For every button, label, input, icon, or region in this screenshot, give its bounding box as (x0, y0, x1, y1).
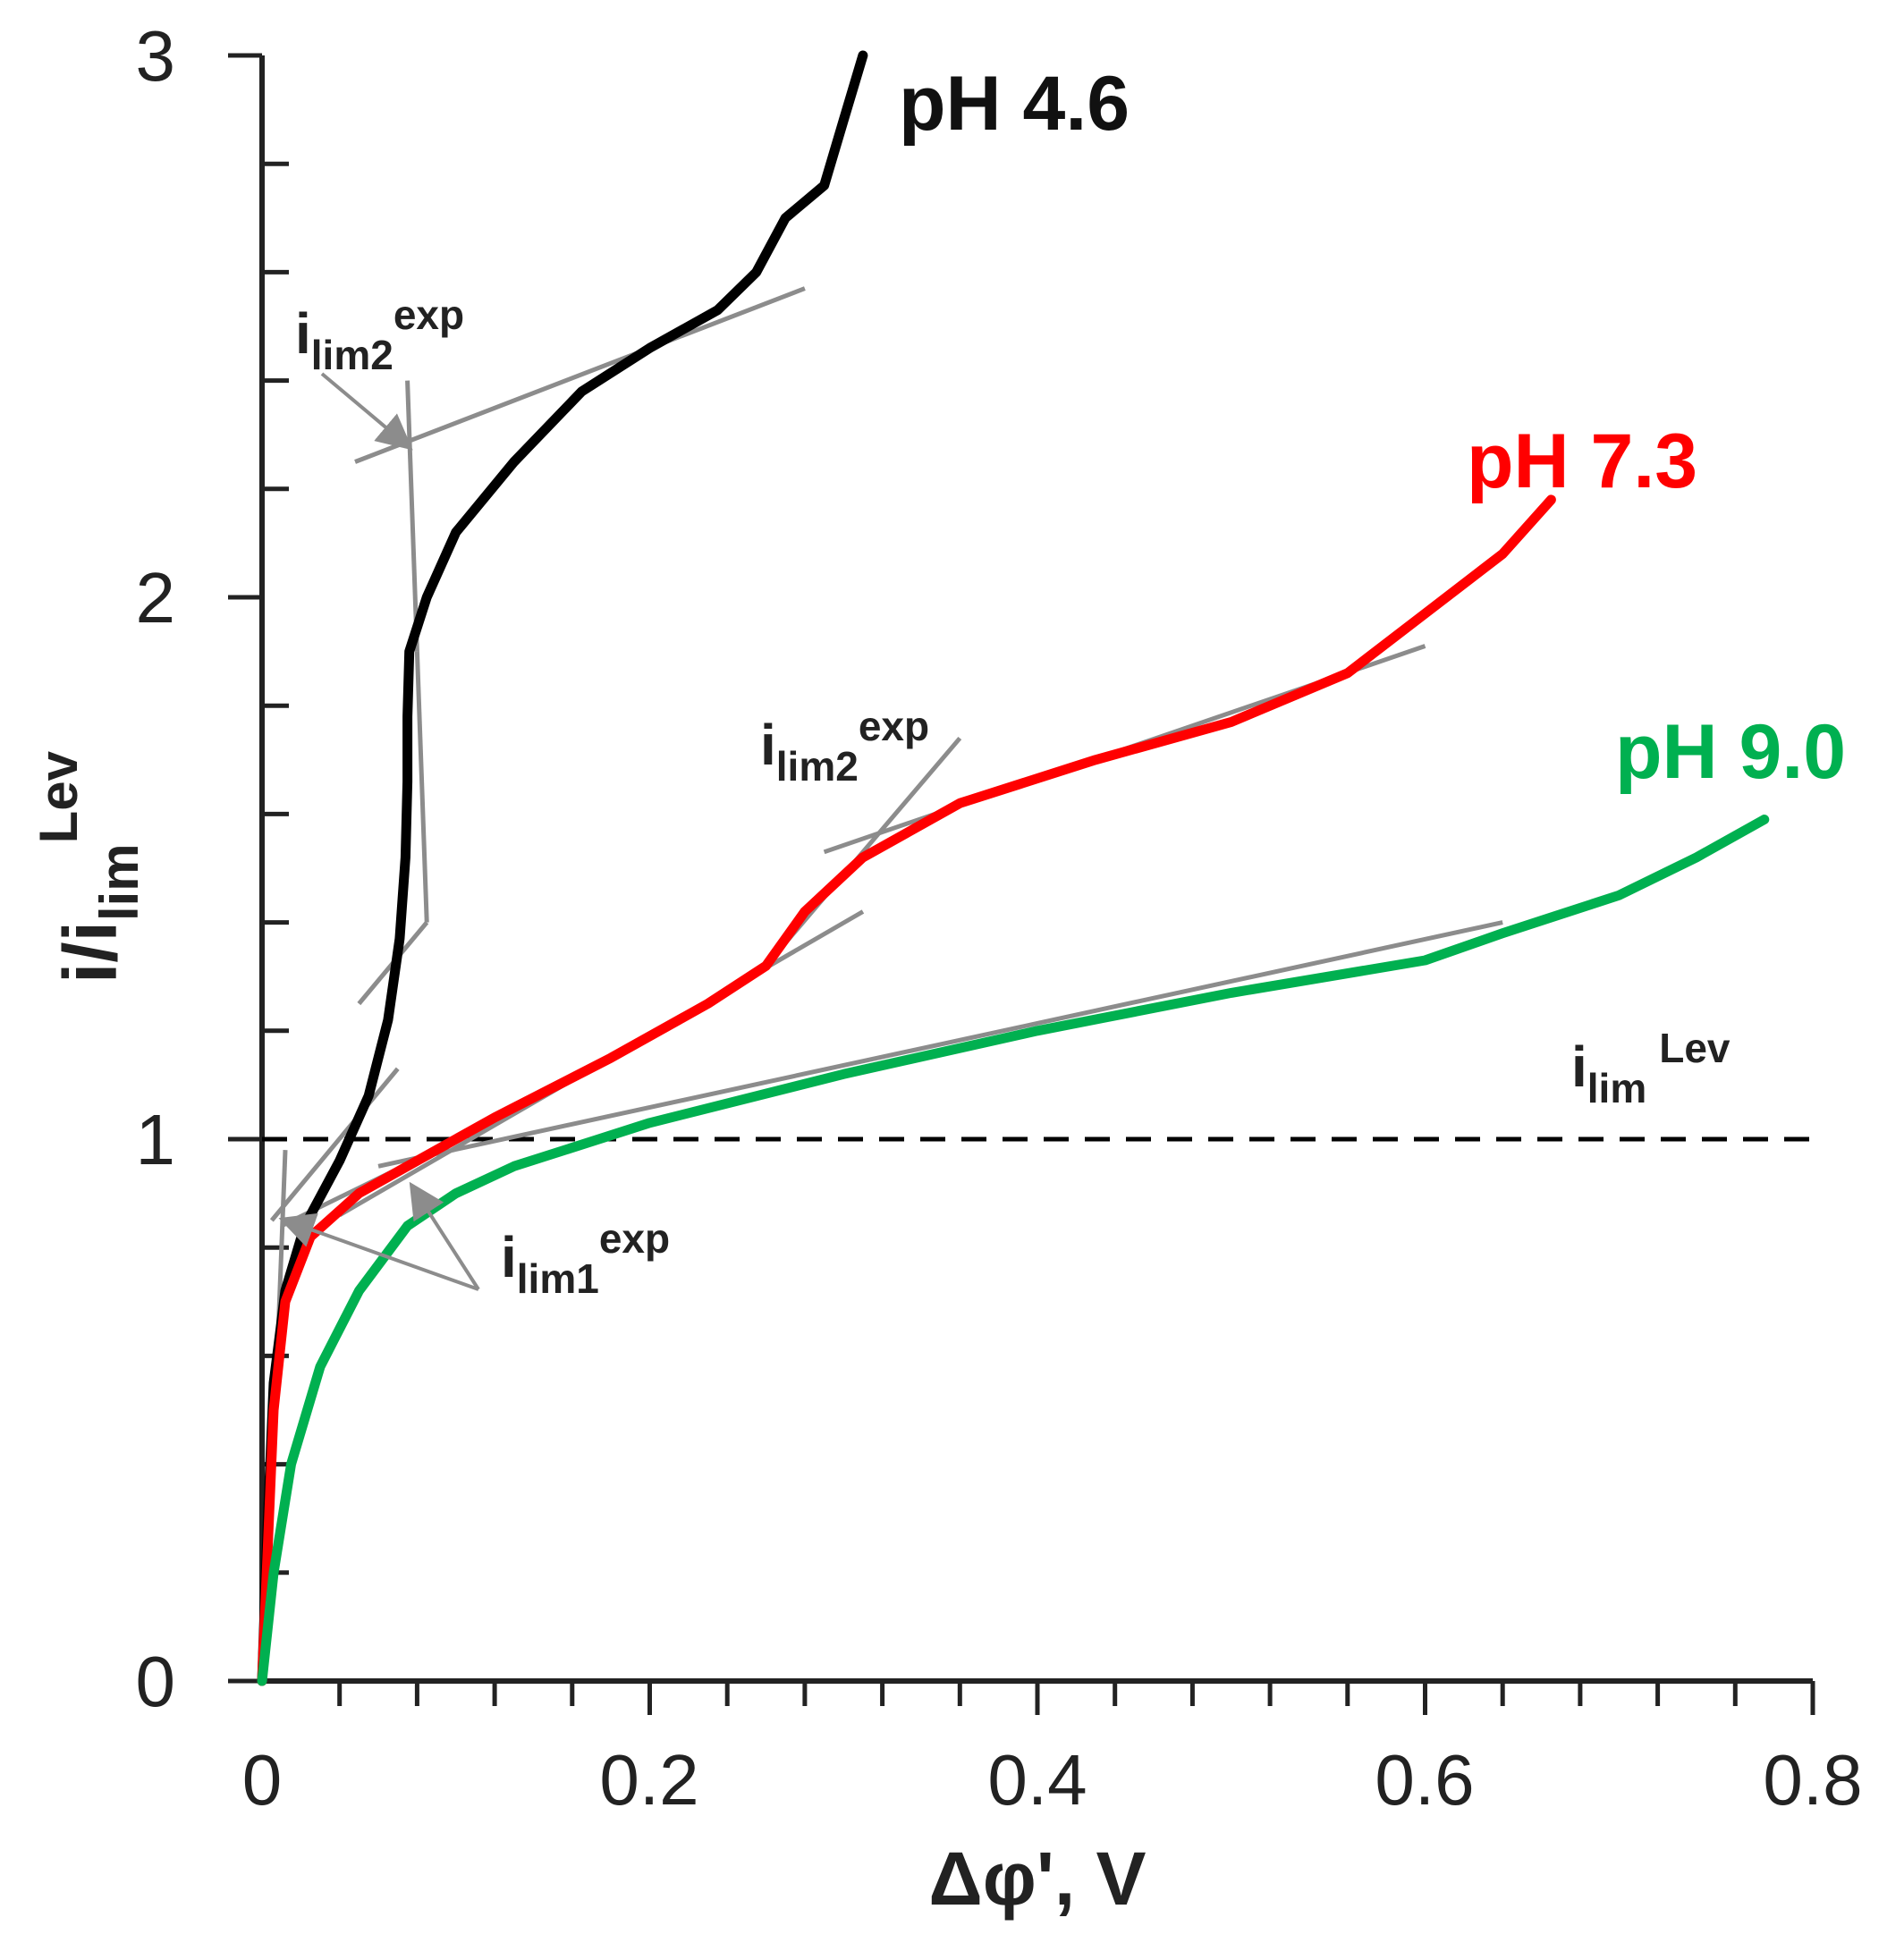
annotation-ilim2-exp-black-sub: lim2 (311, 332, 393, 378)
annotation-ilim1-exp-main: i (501, 1225, 517, 1289)
series-label-ph-4.6: pH 4.6 (899, 61, 1130, 147)
y-tick-label-0: 0 (136, 1642, 176, 1721)
tangent-line (377, 920, 1503, 1169)
tangent-line (269, 1067, 400, 1222)
annotation-ilim2-exp-red: ilim2exp (760, 703, 929, 790)
x-tick-label-0.8: 0.8 (1763, 1740, 1862, 1820)
annotation-ilim2-exp-black: ilim2exp (295, 291, 464, 378)
annotation-ilim-lev-main: i (1571, 1035, 1587, 1099)
series-group (257, 50, 1770, 1686)
annotation-ilim1-exp-sub: lim1 (517, 1255, 599, 1302)
series-line-ph-9.0 (257, 815, 1770, 1686)
annotation-arrow (320, 372, 413, 451)
x-tick-label-0.6: 0.6 (1375, 1740, 1474, 1820)
annotation-ilim2-exp-black-sup: exp (393, 291, 464, 338)
y-axis-title-sub: lim (89, 843, 149, 921)
y-tick-label-2: 2 (136, 558, 176, 638)
annotation-arrow (278, 1212, 479, 1291)
axis-ticks (228, 53, 1815, 1715)
y-axis-title-main: i/i (48, 921, 132, 984)
annotation-ilim2-exp-red-sup: exp (859, 703, 929, 749)
annotation-ilim-lev-sub: lim (1587, 1065, 1646, 1111)
annotation-ilim2-exp-black-main: i (295, 301, 311, 366)
y-tick-label-3: 3 (136, 16, 176, 96)
tangent-line (405, 380, 419, 652)
annotation-ilim1-exp: ilim1exp (501, 1215, 670, 1302)
x-tick-label-0.2: 0.2 (599, 1740, 698, 1820)
series-line-ph-7.3 (257, 494, 1556, 1686)
tangent-line (414, 651, 429, 923)
series-label-ph-9.0: pH 9.0 (1615, 709, 1846, 795)
y-axis-title: i/ilimLev (29, 750, 149, 984)
y-axis-title-sup: Lev (29, 750, 89, 843)
annotation-ilim1-exp-sup: exp (599, 1215, 670, 1262)
annotation-ilim-lev-sup: Lev (1659, 1025, 1731, 1071)
x-tick-label-0.4: 0.4 (987, 1740, 1087, 1820)
y-tick-label-1: 1 (136, 1100, 176, 1179)
annotation-ilim2-exp-red-sub: lim2 (776, 743, 859, 790)
tangent-lines (266, 286, 1503, 1601)
annotation-arrow (409, 1181, 480, 1291)
annotation-ilim-lev: ilim Lev (1571, 1025, 1731, 1111)
x-tick-label-0: 0 (242, 1740, 283, 1820)
x-axis-title: Δφ', V (928, 1837, 1146, 1921)
series-label-ph-7.3: pH 7.3 (1467, 418, 1697, 504)
annotation-arrows (278, 372, 480, 1291)
tangent-line (354, 286, 806, 464)
annotation-ilim2-exp-red-main: i (760, 713, 776, 777)
